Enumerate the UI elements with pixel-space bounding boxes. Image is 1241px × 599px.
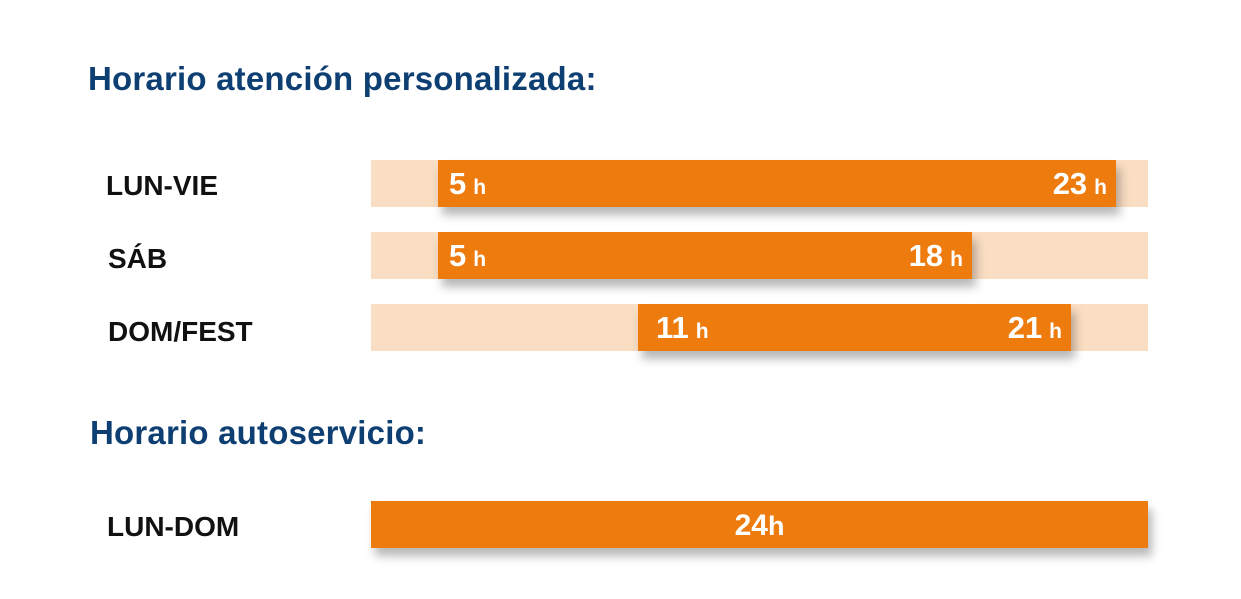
closing-hour: 21 — [1007, 310, 1043, 345]
schedule-track-dom-fest: 11 h 21 h — [371, 304, 1148, 351]
opening-hour: 11 — [656, 310, 689, 345]
all-day-label: 24h — [371, 501, 1148, 548]
row-label-sab: SÁB — [108, 243, 168, 274]
hours-value: 24 — [734, 509, 768, 542]
hour-unit: h — [767, 511, 785, 541]
opening-hour: 5 — [449, 238, 467, 273]
closing-time: 21 h — [1008, 304, 1062, 351]
closing-time: 18 h — [909, 232, 963, 279]
closing-hour: 23 — [1052, 166, 1088, 201]
row-label-lun-vie: LUN-VIE — [106, 170, 218, 201]
hour-unit: h — [1094, 176, 1107, 199]
hour-unit: h — [695, 320, 709, 343]
closing-time: 23 h — [1053, 160, 1107, 207]
self-service-schedule-title: Horario autoservicio: — [90, 414, 427, 451]
row-label-dom-fest: DOM/FEST — [108, 316, 253, 347]
hour-unit: h — [950, 248, 963, 271]
schedule-bar-lun-dom: 24h — [371, 501, 1148, 548]
opening-time: 11 h — [656, 304, 709, 351]
hour-unit: h — [1049, 320, 1062, 343]
schedule-bar-dom-fest: 11 h 21 h — [638, 304, 1071, 351]
personalized-schedule-title: Horario atención personalizada: — [88, 60, 597, 97]
hour-unit: h — [473, 248, 487, 271]
closing-hour: 18 — [908, 238, 944, 273]
hour-unit: h — [473, 176, 487, 199]
opening-hour: 5 — [449, 166, 467, 201]
row-label-lun-dom: LUN-DOM — [107, 511, 240, 542]
